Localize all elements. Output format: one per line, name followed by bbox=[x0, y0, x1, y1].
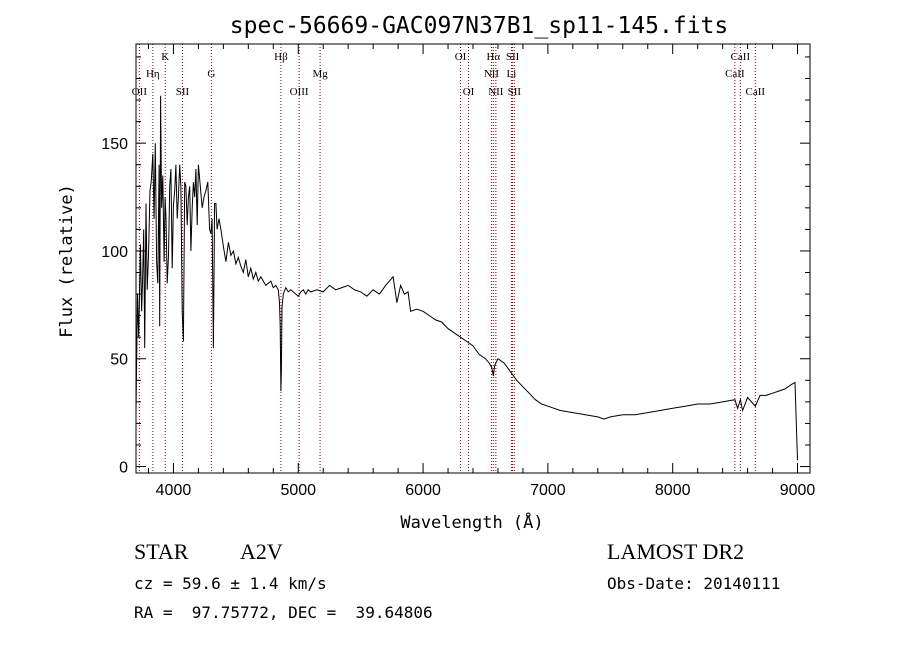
coordinates: RA = 97.75772, DEC = 39.64806 bbox=[134, 603, 433, 622]
marker-label-16: CaII bbox=[725, 68, 745, 80]
plot-frame bbox=[135, 43, 811, 474]
marker-label-5: Hβ bbox=[274, 51, 288, 63]
x-tick-label: 8000 bbox=[655, 482, 691, 499]
x-tick-label: 7000 bbox=[530, 482, 566, 499]
x-tick-label: 6000 bbox=[405, 482, 441, 499]
y-tick-label: 100 bbox=[101, 244, 128, 261]
x-axis-label: Wavelength (Å) bbox=[400, 511, 543, 533]
marker-label-1: Hη bbox=[146, 68, 160, 80]
redshift-info: cz = 59.6 ± 1.4 km/s bbox=[134, 574, 327, 593]
marker-label-2: K bbox=[161, 51, 169, 63]
marker-label-8: OI bbox=[455, 51, 467, 63]
y-tick-label: 0 bbox=[119, 460, 128, 477]
object-type: STAR bbox=[134, 539, 189, 564]
marker-label-0: OII bbox=[132, 86, 148, 98]
marker-label-6: OIII bbox=[290, 86, 309, 98]
marker-label-7: Mg bbox=[312, 68, 328, 80]
object-subclass: A2V bbox=[240, 539, 283, 564]
y-axis: 0 50 100 150 bbox=[101, 56, 810, 477]
x-tick-label: 4000 bbox=[156, 482, 192, 499]
survey-name: LAMOST DR2 bbox=[607, 539, 745, 564]
marker-label-3: SII bbox=[176, 86, 190, 98]
y-axis-label: Flux (relative) bbox=[57, 184, 77, 338]
marker-label-14: Li bbox=[507, 68, 517, 80]
y-tick-label: 50 bbox=[110, 352, 128, 369]
marker-label-12: NII bbox=[488, 86, 504, 98]
x-axis: 4000 5000 6000 7000 8000 9000 bbox=[147, 44, 816, 499]
marker-label-11: Hα bbox=[486, 51, 500, 63]
marker-label-4: G bbox=[207, 68, 215, 80]
x-tick-label: 5000 bbox=[280, 482, 316, 499]
chart-title: spec-56669-GAC097N37B1_sp11-145.fits bbox=[230, 13, 729, 39]
marker-label-17: CaII bbox=[731, 51, 751, 63]
spectrum-line bbox=[135, 95, 798, 461]
marker-label-18: CaII bbox=[746, 86, 766, 98]
marker-label-15: SII bbox=[508, 86, 522, 98]
marker-label-9: OI bbox=[463, 86, 475, 98]
marker-label-13: SII bbox=[506, 51, 520, 63]
obs-date: Obs-Date: 20140111 bbox=[607, 574, 781, 593]
marker-label-10: NII bbox=[484, 68, 500, 80]
y-tick-label: 150 bbox=[101, 136, 128, 153]
x-tick-label: 9000 bbox=[780, 482, 816, 499]
